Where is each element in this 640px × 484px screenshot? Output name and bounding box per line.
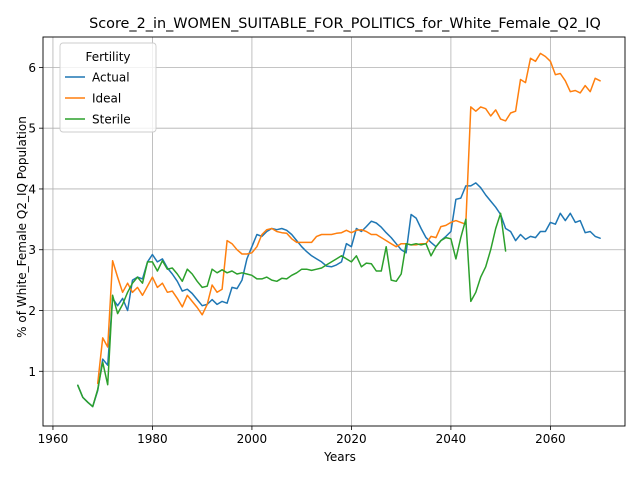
legend-entries: Actual Ideal Sterile (65, 71, 131, 127)
chart-title: Score_2_in_WOMEN_SUITABLE_FOR_POLITICS_f… (89, 16, 601, 32)
y-axis-ticks: 1 2 3 4 5 6 (28, 61, 43, 379)
x-axis-label: Years (323, 450, 356, 464)
legend-box (59, 42, 157, 133)
plot-frame (42, 36, 626, 427)
series-line-actual (77, 182, 601, 408)
legend-label-sterile: Sterile (92, 113, 131, 127)
series-line-sterile (77, 212, 507, 408)
x-tick-label: 2000 (237, 432, 268, 446)
legend-title: Fertility (85, 50, 130, 64)
legend-label-actual: Actual (92, 71, 130, 85)
series-line-ideal (96, 52, 601, 385)
legend: Fertility Actual Ideal Sterile (59, 42, 157, 133)
x-tick-label: 2060 (535, 432, 566, 446)
y-tick-label: 2 (28, 304, 36, 318)
y-tick-label: 6 (28, 61, 36, 75)
y-tick-label: 4 (28, 182, 36, 196)
x-tick-label: 1980 (137, 432, 168, 446)
y-tick-label: 3 (28, 243, 36, 257)
x-axis-ticks: 1960 1980 2000 2020 2040 2060 (38, 426, 566, 446)
legend-label-ideal: Ideal (92, 92, 121, 106)
y-tick-label: 1 (28, 365, 36, 379)
x-tick-label: 2040 (436, 432, 467, 446)
series-lines (77, 52, 601, 408)
y-axis-label: % of White_Female Q2_IQ Population (15, 116, 29, 338)
x-tick-label: 1960 (38, 432, 69, 446)
x-tick-label: 2020 (336, 432, 367, 446)
y-tick-label: 5 (28, 122, 36, 136)
